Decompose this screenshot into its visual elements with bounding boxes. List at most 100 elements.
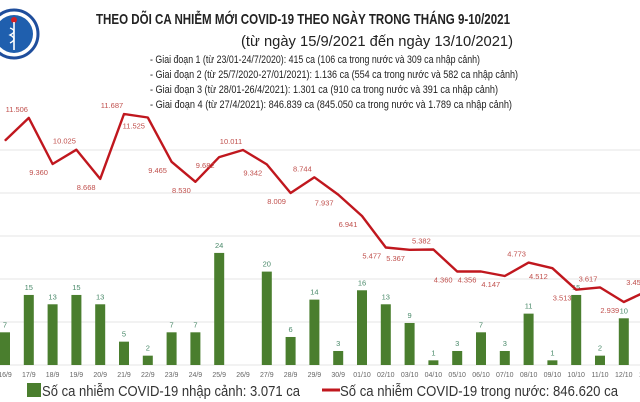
line-label: 8.668: [77, 183, 96, 192]
line-label: 8.009: [267, 197, 286, 206]
x-tick-label: 29/9: [308, 372, 322, 379]
line-point: [147, 116, 149, 118]
line-point: [194, 181, 196, 183]
bar: [166, 332, 177, 365]
line-point: [551, 267, 553, 269]
x-tick-label: 30/9: [331, 372, 345, 379]
bar: [571, 294, 582, 365]
line-point: [123, 113, 125, 115]
bar-label: 10: [620, 306, 628, 315]
bar: [547, 360, 558, 365]
line-point: [623, 301, 625, 303]
bar-label: 3: [336, 339, 340, 348]
line-point: [504, 275, 506, 277]
x-tick-label: 27/9: [260, 372, 274, 379]
line-label: 10.011: [220, 137, 242, 146]
line-label: 11.525: [123, 121, 145, 130]
bar: [309, 299, 320, 365]
x-tick-label: 08/10: [520, 372, 538, 379]
line-label: 5.477: [362, 251, 381, 260]
line-point: [171, 161, 173, 163]
line-label: 4.773: [507, 250, 526, 259]
phase-1-note: - Giai đoạn 1 (từ 23/01-24/7/2020): 415 …: [150, 54, 480, 66]
line-point: [4, 140, 6, 142]
bar-label: 1: [550, 348, 554, 357]
line-label: 6.941: [339, 220, 358, 229]
line-point: [385, 246, 387, 248]
phase-3-note: - Giai đoạn 3 (từ 28/01-26/4/2021): 1.30…: [150, 84, 498, 96]
bar-label: 15: [572, 283, 580, 292]
line-point: [290, 192, 292, 194]
x-tick-label: 19/9: [70, 372, 84, 379]
bar: [618, 318, 629, 365]
phase-2-note: - Giai đoạn 2 (từ 25/7/2020-27/01/2021):…: [150, 69, 518, 81]
bar: [285, 336, 296, 365]
legend: Số ca nhiễm COVID-19 nhập cảnh: 3.071 ca…: [27, 383, 619, 400]
x-tick-label: 09/10: [544, 372, 562, 379]
bar: [476, 332, 486, 365]
bar: [261, 271, 272, 365]
bar-label: 9: [408, 311, 412, 320]
bar: [357, 290, 367, 365]
line-point: [266, 163, 268, 165]
bar: [214, 252, 225, 365]
bar: [47, 304, 58, 365]
line-label: 4.356: [458, 276, 477, 285]
bar-label: 5: [122, 330, 126, 339]
x-tick-label: 16/9: [0, 372, 12, 379]
line-path: [4, 112, 640, 304]
line-point: [218, 156, 220, 158]
line-label: 11.506: [6, 105, 28, 114]
bar-label: 20: [263, 260, 271, 269]
bar: [499, 350, 510, 365]
line-point: [75, 149, 77, 151]
x-tick-label: 10/10: [567, 372, 585, 379]
line-point: [337, 194, 339, 196]
line-label: 8.744: [293, 164, 312, 173]
bar-label: 7: [479, 320, 483, 329]
x-tick-label: 03/10: [401, 372, 419, 379]
x-tick-label: 24/9: [189, 372, 203, 379]
chart-title: THEO DÕI CA NHIỄM MỚI COVID-19 THEO NGÀY…: [96, 10, 510, 28]
line-label: 9.342: [243, 168, 262, 177]
bar: [452, 350, 463, 365]
x-tick-label: 05/10: [448, 372, 466, 379]
bar-label: 15: [72, 283, 80, 292]
x-axis-ticks: 16/9 17/9 18/9 19/9 20/9 21/9 22/9 23/9 24/9 25/9…: [0, 372, 640, 379]
line-label: 8.530: [172, 186, 191, 195]
bar: [404, 322, 415, 365]
line-point: [242, 149, 244, 151]
line-point: [432, 248, 434, 250]
ministry-logo: [0, 8, 40, 60]
bar-label: 7: [193, 320, 197, 329]
line-label: 9.682: [196, 161, 215, 170]
line-label: 10.025: [53, 137, 76, 146]
bar-label: 16: [358, 278, 366, 287]
line-point: [480, 271, 482, 273]
x-tick-label: 07/10: [496, 372, 514, 379]
x-tick-label: 11/10: [592, 372, 609, 379]
line-point: [52, 163, 54, 165]
chart-subtitle: (từ ngày 15/9/2021 đến ngày 13/10/2021): [241, 33, 513, 50]
bar: [333, 350, 344, 365]
line-point: [599, 286, 601, 288]
line-point: [456, 270, 458, 272]
x-tick-label: 04/10: [425, 372, 443, 379]
line-label: 3.617: [579, 274, 598, 283]
bar-label: 6: [289, 325, 293, 334]
line-label: 4.512: [529, 272, 548, 281]
bar-label: 13: [382, 292, 390, 301]
x-tick-label: 28/9: [284, 372, 298, 379]
x-tick-label: 06/10: [472, 372, 490, 379]
bar: [190, 332, 201, 365]
legend-bar-label: Số ca nhiễm COVID-19 nhập cảnh: 3.071 ca: [42, 383, 301, 400]
line-point: [575, 289, 577, 291]
line-point: [28, 117, 30, 119]
x-tick-label: 20/9: [93, 372, 107, 379]
line-label: 3.513: [553, 294, 572, 303]
line-point: [361, 215, 363, 217]
line-label: 5.367: [386, 254, 405, 263]
x-tick-label: 12/10: [615, 372, 633, 379]
bar: [142, 355, 153, 365]
